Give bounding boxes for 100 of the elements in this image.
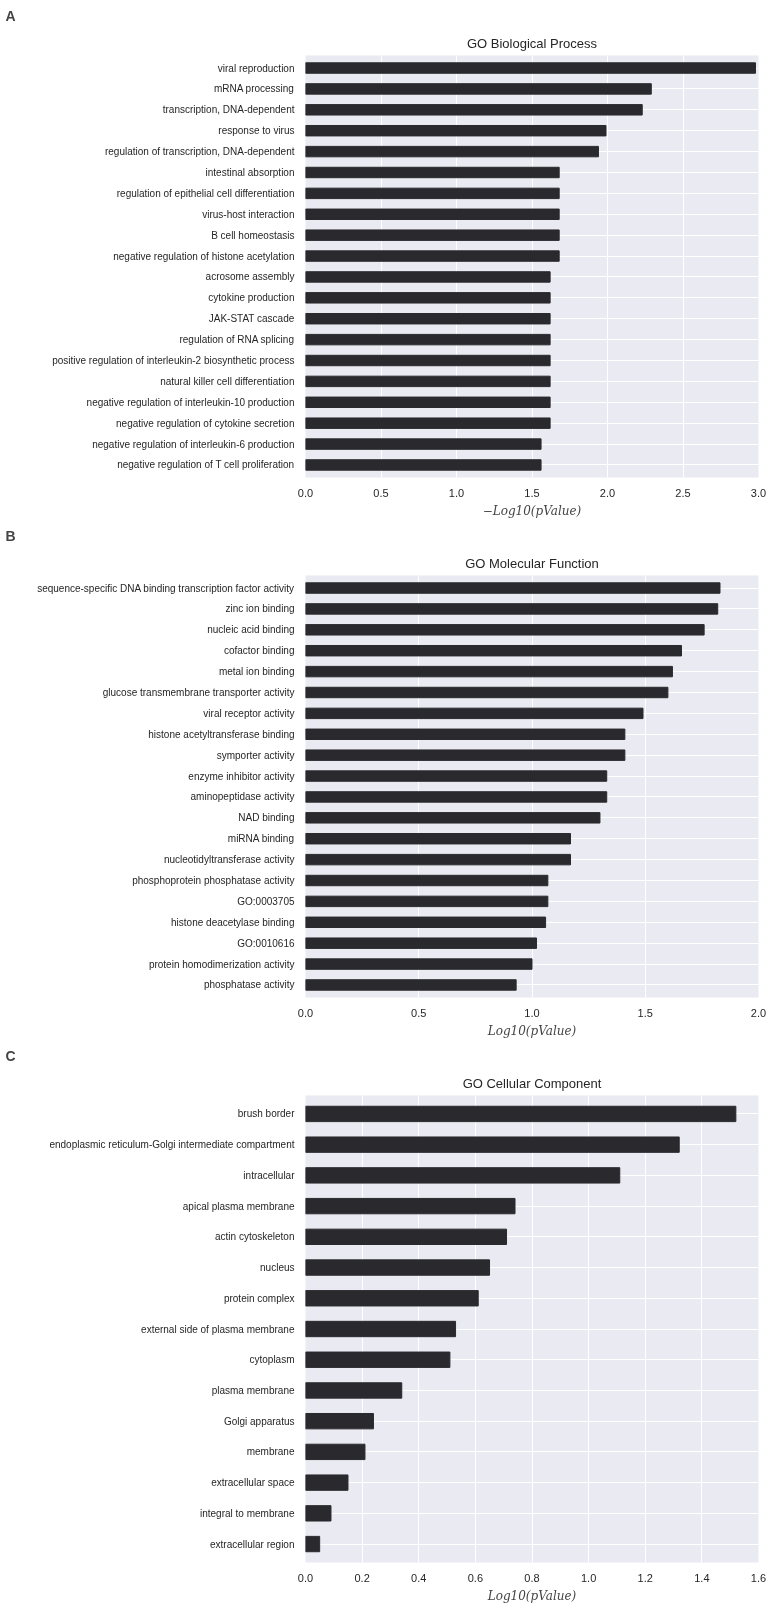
- bar: [305, 874, 549, 887]
- bar: [305, 354, 551, 367]
- bar: [305, 104, 643, 116]
- bar: [305, 1197, 516, 1215]
- y-tick-label: nucleic acid binding: [207, 624, 295, 636]
- bar: [305, 1136, 680, 1153]
- bar: [305, 686, 669, 699]
- y-tick-label: negative regulation of interleukin-10 production: [86, 396, 295, 408]
- bar: [305, 1290, 479, 1307]
- y-tick-label: protein homodimerization activity: [148, 958, 295, 970]
- x-tick-label: 0.4: [411, 1571, 427, 1584]
- bar: [305, 665, 673, 678]
- bar: [305, 83, 652, 95]
- y-tick-label: enzyme inhibitor activity: [188, 770, 295, 782]
- bar: [305, 1474, 349, 1491]
- y-tick-label: negative regulation of interleukin-6 production: [92, 438, 295, 450]
- bar: [305, 459, 542, 471]
- bar: [305, 916, 547, 929]
- bar: [305, 979, 517, 991]
- y-tick-label: apical plasma membrane: [182, 1200, 295, 1212]
- text: C: [5, 1047, 16, 1064]
- x-tick-label: 0.6: [467, 1571, 484, 1584]
- x-axis-title: Log10(pValue): [486, 1588, 577, 1603]
- x-axis-title: Log10(pValue): [486, 1023, 577, 1038]
- x-tick-label: 2.0: [750, 1006, 767, 1019]
- bar: [305, 208, 560, 220]
- y-tick-label: actin cytoskeleton: [215, 1231, 295, 1243]
- chart-title: GO Molecular Function: [465, 555, 599, 571]
- y-tick-label: cytoplasm: [249, 1354, 295, 1366]
- bar: [305, 582, 721, 594]
- y-tick-label: GO:0010616: [237, 937, 295, 949]
- y-tick-label: NAD binding: [238, 812, 295, 824]
- bar: [305, 229, 560, 241]
- y-tick-label: JAK-STAT cascade: [208, 313, 295, 325]
- y-tick-label: glucose transmembrane transporter activity: [102, 686, 295, 698]
- y-tick-label: negative regulation of histone acetylation: [113, 250, 295, 262]
- y-tick-label: brush border: [237, 1108, 296, 1120]
- bar: [305, 1505, 332, 1522]
- bar: [305, 812, 601, 824]
- bar: [305, 1320, 457, 1338]
- x-tick-label: 1.5: [637, 1006, 653, 1019]
- y-tick-label: metal ion binding: [218, 666, 295, 678]
- y-tick-label: intestinal absorption: [205, 166, 295, 178]
- bar: [305, 62, 756, 74]
- bar: [305, 603, 719, 615]
- bar: [305, 895, 549, 908]
- y-tick-label: integral to membrane: [200, 1507, 295, 1519]
- y-tick-label: negative regulation of T cell proliferation: [117, 459, 295, 471]
- y-tick-label: nucleotidyltransferase activity: [163, 854, 295, 866]
- y-tick-label: positive regulation of interleukin-2 biosynthetic process: [52, 355, 295, 367]
- y-tick-label: acrosome assembly: [205, 271, 295, 283]
- bar: [305, 707, 644, 720]
- text: A: [5, 7, 16, 24]
- x-tick-label: 1.2: [637, 1571, 653, 1584]
- bar: [305, 770, 608, 782]
- chart-title: GO Cellular Component: [462, 1075, 602, 1091]
- x-tick-label: 0.0: [297, 1571, 314, 1584]
- y-tick-label: protein complex: [223, 1292, 295, 1304]
- y-tick-label: cytokine production: [208, 292, 295, 304]
- y-tick-label: phosphoprotein phosphatase activity: [132, 875, 295, 887]
- y-tick-label: regulation of RNA splicing: [179, 334, 294, 346]
- text: B: [5, 527, 16, 544]
- y-tick-label: plasma membrane: [211, 1384, 295, 1396]
- bar: [305, 1382, 403, 1399]
- bar: [305, 749, 626, 761]
- y-tick-label: viral receptor activity: [203, 707, 295, 719]
- bar: [305, 313, 551, 325]
- bar: [305, 333, 551, 346]
- x-tick-label: 1.6: [750, 1571, 767, 1584]
- bar: [305, 1535, 321, 1553]
- y-tick-label: nucleus: [260, 1262, 295, 1274]
- x-tick-label: 1.0: [580, 1571, 597, 1584]
- y-tick-label: endoplasmic reticulum-Golgi intermediate compartment: [49, 1139, 295, 1151]
- x-tick-label: 0.5: [411, 1006, 427, 1019]
- y-tick-label: GO:0003705: [237, 895, 295, 907]
- y-tick-label: histone deacetylase binding: [171, 916, 295, 928]
- bar: [305, 644, 682, 657]
- bar: [305, 417, 551, 429]
- y-tick-label: response to virus: [218, 125, 295, 137]
- y-tick-label: histone acetyltransferase binding: [148, 728, 295, 740]
- bar: [305, 375, 551, 388]
- x-tick-label: 1.5: [524, 486, 540, 499]
- y-tick-label: aminopeptidase activity: [190, 791, 295, 803]
- bar: [305, 853, 572, 866]
- y-tick-label: intracellular: [243, 1169, 296, 1181]
- bar: [305, 1228, 508, 1246]
- y-tick-label: transcription, DNA-dependent: [162, 104, 295, 116]
- y-tick-label: negative regulation of cytokine secretion: [116, 417, 295, 429]
- x-axis-title: −Log10(pValue): [482, 503, 582, 518]
- x-tick-label: 0.0: [297, 1006, 314, 1019]
- bar: [305, 271, 551, 283]
- x-tick-label: 2.0: [599, 486, 616, 499]
- bar: [305, 728, 626, 740]
- bar: [305, 1105, 737, 1123]
- chart-title: GO Biological Process: [466, 35, 598, 51]
- y-tick-label: miRNA binding: [227, 833, 294, 845]
- bar: [305, 166, 560, 179]
- bar: [305, 1351, 451, 1368]
- y-tick-label: B cell homeostasis: [211, 229, 295, 241]
- bar: [305, 250, 560, 262]
